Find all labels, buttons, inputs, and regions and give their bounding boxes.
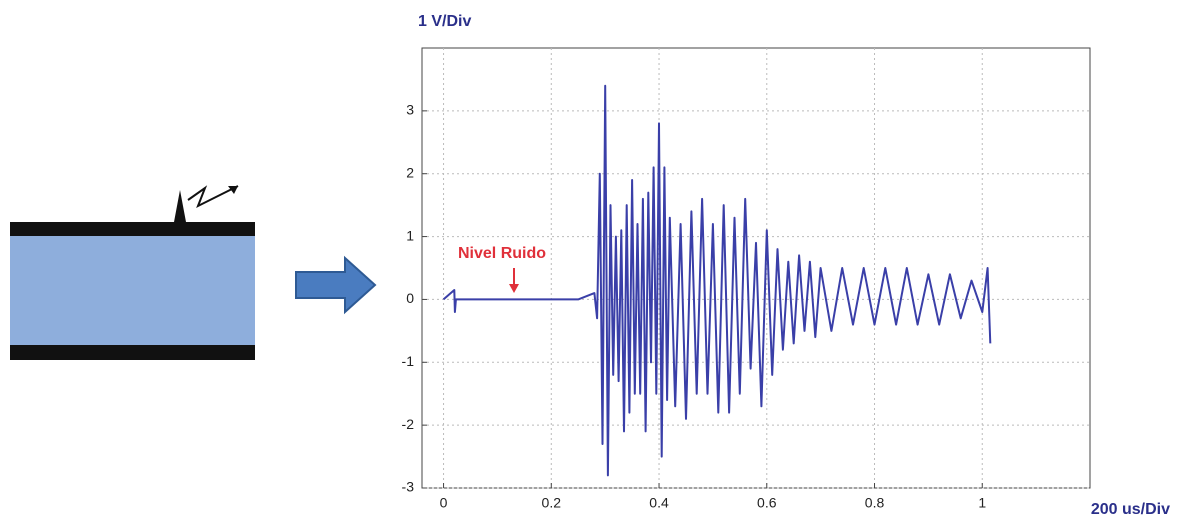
plate-bottom	[10, 345, 255, 360]
y-tick-label: 1	[406, 227, 414, 243]
sensor	[174, 190, 186, 222]
flow-arrow	[295, 255, 377, 315]
plate-body	[10, 236, 255, 345]
x-tick-label: 0.8	[865, 495, 885, 511]
y-tick-label: -3	[402, 479, 415, 495]
x-tick-label: 0	[440, 495, 448, 511]
plate-top	[10, 222, 255, 236]
x-axis-title: 200 us/Div	[1091, 501, 1170, 518]
y-tick-label: 0	[406, 290, 414, 306]
waveform	[442, 84, 992, 477]
plot: -3 -2 -1 0 1 2 3 0 0.2 0.4 0.6 0.8 1 Nivel Ruido	[402, 48, 1090, 511]
annotation-arrow-head	[509, 284, 519, 293]
x-tick-label: 0.6	[757, 495, 777, 511]
y-tick-label: -2	[402, 416, 415, 432]
annotation: Nivel Ruido	[458, 245, 546, 262]
emission-arrow-head	[228, 186, 238, 194]
emission-arrow	[187, 185, 239, 209]
y-tick-label: 2	[406, 164, 414, 180]
x-tick-label: 0.4	[649, 495, 669, 511]
x-tick-label: 1	[978, 495, 986, 511]
y-tick-label: -1	[402, 353, 415, 369]
y-axis-title: 1 V/Div	[418, 13, 471, 30]
plate-diagram	[10, 185, 255, 360]
x-tick-label: 0.2	[542, 495, 562, 511]
y-tick-label: 3	[406, 102, 414, 118]
